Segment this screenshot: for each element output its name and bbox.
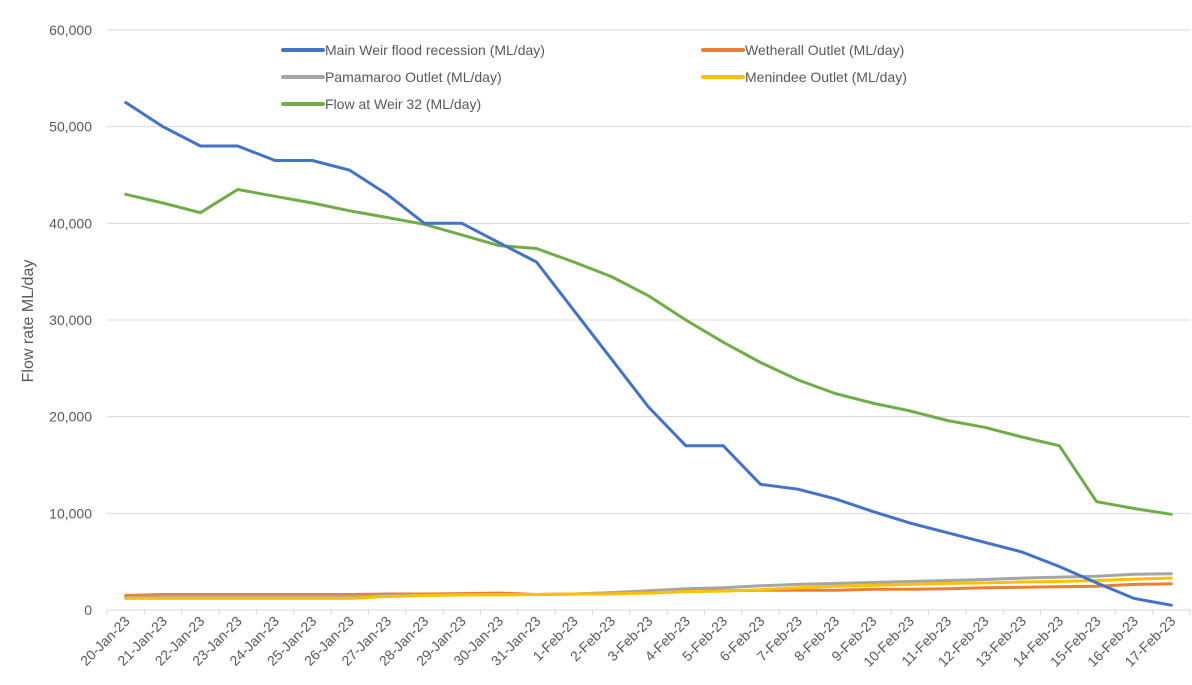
- y-tick-label: 40,000: [49, 215, 92, 231]
- x-axis-ticks: 20-Jan-2321-Jan-2322-Jan-2323-Jan-2324-J…: [77, 610, 1191, 670]
- y-tick-label: 20,000: [49, 409, 92, 425]
- series-line-3: [124, 576, 1173, 600]
- series-lines: [124, 101, 1173, 607]
- series-line-2: [124, 572, 1173, 599]
- y-tick-label: 30,000: [49, 312, 92, 328]
- series-line-0: [124, 101, 1173, 607]
- legend-label-2: Pamamaroo Outlet (ML/day): [325, 69, 502, 85]
- y-tick-label: 0: [84, 602, 92, 618]
- y-tick-label: 10,000: [49, 505, 92, 521]
- y-tick-label: 50,000: [49, 119, 92, 135]
- gridlines: [107, 29, 1190, 514]
- y-tick-label: 60,000: [49, 22, 92, 38]
- legend-label-4: Flow at Weir 32 (ML/day): [325, 96, 481, 112]
- legend-label-1: Wetherall Outlet (ML/day): [745, 42, 904, 58]
- series-line-4: [124, 188, 1173, 516]
- y-axis-label: Flow rate ML/day: [20, 260, 37, 383]
- legend-label-0: Main Weir flood recession (ML/day): [325, 42, 545, 58]
- y-axis-ticks: 0 10,000 20,000 30,000 40,000 50,000 60,000: [49, 22, 92, 618]
- legend: Main Weir flood recession (ML/day) Wether…: [281, 42, 907, 112]
- legend-label-3: Menindee Outlet (ML/day): [745, 69, 907, 85]
